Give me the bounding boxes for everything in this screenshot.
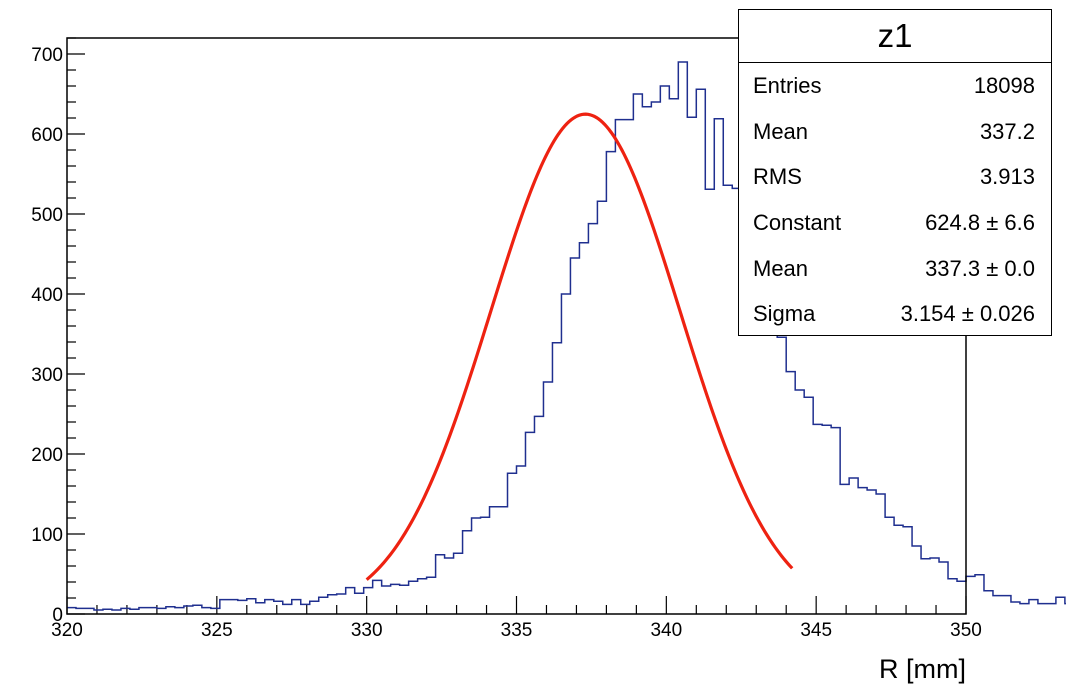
- y-tick-label: 0: [52, 605, 63, 626]
- stats-row-rms: RMS 3.913: [739, 154, 1051, 200]
- stats-value: 3.154 ± 0.026: [900, 301, 1035, 327]
- stats-box-title: z1: [739, 10, 1051, 63]
- x-axis-title: R [mm]: [879, 654, 966, 684]
- stats-box: z1 Entries 18098 Mean 337.2 RMS 3.913 Co…: [738, 9, 1052, 336]
- stats-row-sigma: Sigma 3.154 ± 0.026: [739, 291, 1051, 337]
- fit-layer: [365, 112, 794, 581]
- stats-value: 337.3 ± 0.0: [925, 255, 1035, 281]
- y-tick-label: 200: [31, 445, 63, 466]
- x-tick-label: 335: [501, 620, 533, 641]
- x-tick-label: 325: [201, 620, 233, 641]
- x-axis-tick-labels: 320 325 330 335 340 345 350: [51, 620, 982, 641]
- y-axis-ticks: [67, 37, 85, 615]
- stats-row-fit-mean: Mean 337.3 ± 0.0: [739, 246, 1051, 292]
- stats-label: Mean: [753, 255, 809, 281]
- y-tick-label: 300: [31, 365, 63, 386]
- histogram-layer: [67, 61, 1066, 611]
- stats-value: 337.2: [979, 118, 1035, 144]
- x-tick-label: 340: [650, 620, 682, 641]
- y-tick-label: 100: [31, 525, 63, 546]
- stats-row-entries: Entries 18098: [739, 63, 1051, 109]
- stats-row-mean: Mean 337.2: [739, 109, 1051, 155]
- y-axis-tick-labels: 0 100 200 300 400 500 600 700: [31, 45, 63, 626]
- stats-label: Entries: [753, 72, 822, 98]
- x-tick-label: 345: [800, 620, 832, 641]
- x-tick-label: 320: [51, 620, 83, 641]
- stats-label: RMS: [753, 164, 802, 190]
- stats-value: 18098: [973, 72, 1035, 98]
- y-tick-label: 400: [31, 285, 63, 306]
- stats-label: Constant: [753, 209, 842, 235]
- x-tick-label: 350: [950, 620, 982, 641]
- y-tick-label: 700: [31, 45, 63, 66]
- gaussian-fit-curve: [365, 112, 794, 581]
- histogram-series: [67, 61, 1066, 611]
- stats-label: Sigma: [753, 301, 816, 327]
- stats-value: 624.8 ± 6.6: [925, 209, 1035, 235]
- y-tick-label: 500: [31, 205, 63, 226]
- stats-row-constant: Constant 624.8 ± 6.6: [739, 200, 1051, 246]
- stats-value: 3.913: [979, 164, 1035, 190]
- stats-label: Mean: [753, 118, 809, 144]
- x-tick-label: 330: [351, 620, 383, 641]
- y-tick-label: 600: [31, 125, 63, 146]
